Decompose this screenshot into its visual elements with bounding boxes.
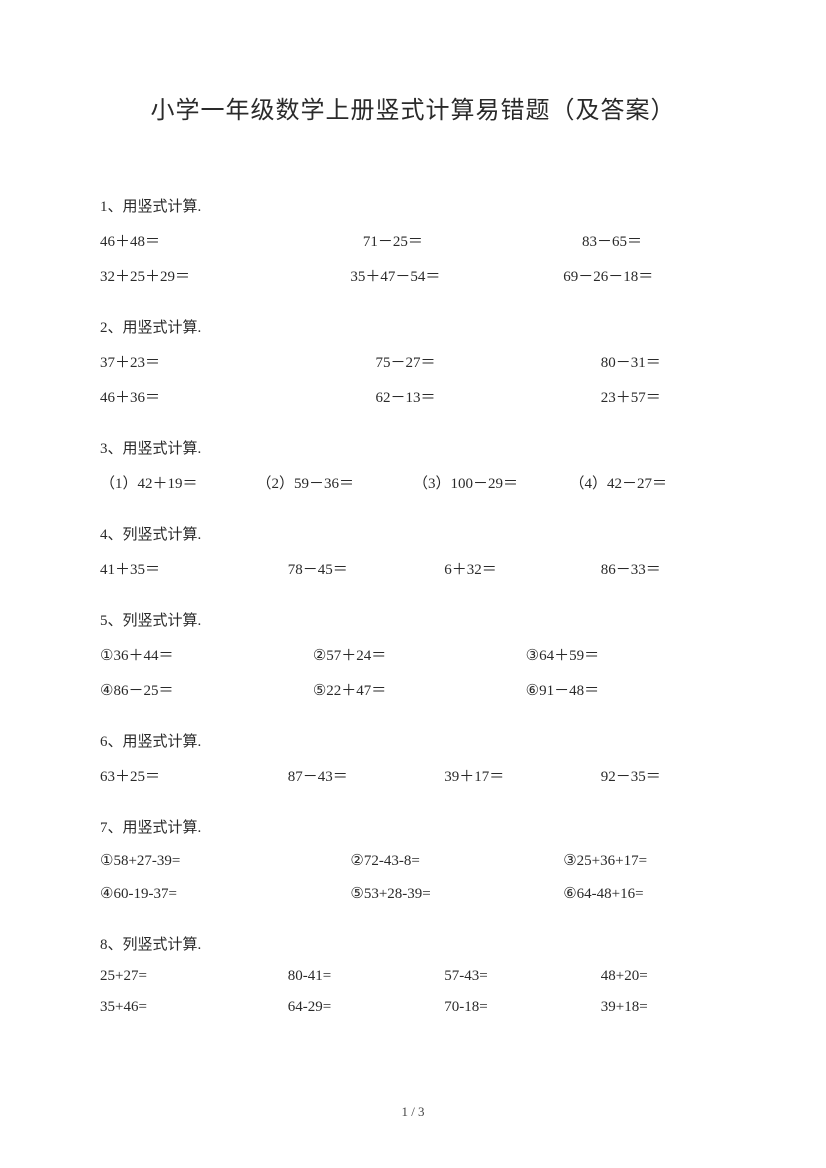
problem-cell: 39+18=: [601, 999, 726, 1016]
problem-cell: 86－33＝: [601, 558, 726, 579]
problem-cell: 78－45＝: [288, 558, 445, 579]
section: 4、列竖式计算. 41＋35＝78－45＝6＋32＝86－33＝: [100, 523, 726, 579]
problem-row: （1）42＋19＝（2）59－36＝（3）100－29＝（4）42－27＝: [100, 472, 726, 493]
problem-cell: ⑥91－48＝: [526, 679, 726, 700]
problem-row: ①58+27-39=②72-43-8=③25+36+17=: [100, 851, 726, 870]
problem-cell: 75－27＝: [375, 351, 600, 372]
page-title: 小学一年级数学上册竖式计算易错题（及答案）: [100, 90, 726, 125]
problem-cell: 25+27=: [100, 968, 288, 985]
problem-cell: 87－43＝: [288, 765, 445, 786]
problem-row: 32＋25＋29＝35＋47－54＝69－26－18＝: [100, 265, 726, 286]
problem-row: 46＋48＝71－25＝83－65＝: [100, 230, 726, 251]
problem-cell: 35+46=: [100, 999, 288, 1016]
section-heading: 3、用竖式计算.: [100, 437, 726, 458]
problem-cell: ④86－25＝: [100, 679, 313, 700]
section-heading: 5、列竖式计算.: [100, 609, 726, 630]
problem-cell: 6＋32＝: [444, 558, 601, 579]
section-heading: 8、列竖式计算.: [100, 933, 726, 954]
section: 6、用竖式计算. 63＋25＝87－43＝39＋17＝92－35＝: [100, 730, 726, 786]
problem-cell: 63＋25＝: [100, 765, 288, 786]
problem-cell: 37＋23＝: [100, 351, 375, 372]
problem-cell: 46＋48＝: [100, 230, 363, 251]
problem-row: ④60-19-37=⑤53+28-39=⑥64-48+16=: [100, 884, 726, 903]
problem-cell: 70-18=: [444, 999, 601, 1016]
problem-row: ①36＋44＝②57＋24＝③64＋59＝: [100, 644, 726, 665]
problem-cell: 64-29=: [288, 999, 445, 1016]
section-heading: 7、用竖式计算.: [100, 816, 726, 837]
problem-row: ④86－25＝⑤22＋47＝⑥91－48＝: [100, 679, 726, 700]
problem-cell: 23＋57＝: [601, 386, 726, 407]
section: 8、列竖式计算. 25+27=80-41=57-43=48+20= 35+46=64…: [100, 933, 726, 1016]
problem-cell: ③64＋59＝: [526, 644, 726, 665]
section: 7、用竖式计算. ①58+27-39=②72-43-8=③25+36+17= ④60…: [100, 816, 726, 903]
problem-cell: ①58+27-39=: [100, 851, 350, 870]
problem-cell: 69－26－18＝: [563, 265, 726, 286]
problem-cell: （4）42－27＝: [570, 472, 727, 493]
problem-row: 25+27=80-41=57-43=48+20=: [100, 968, 726, 985]
worksheet-body: 1、用竖式计算. 46＋48＝71－25＝83－65＝ 32＋25＋29＝35＋47…: [100, 195, 726, 1016]
problem-cell: ④60-19-37=: [100, 884, 350, 903]
problem-cell: 39＋17＝: [444, 765, 601, 786]
problem-cell: 71－25＝: [363, 230, 582, 251]
problem-cell: 57-43=: [444, 968, 601, 985]
section: 1、用竖式计算. 46＋48＝71－25＝83－65＝ 32＋25＋29＝35＋47…: [100, 195, 726, 286]
problem-row: 41＋35＝78－45＝6＋32＝86－33＝: [100, 558, 726, 579]
section: 3、用竖式计算. （1）42＋19＝（2）59－36＝（3）100－29＝（4）4…: [100, 437, 726, 493]
problem-cell: 46＋36＝: [100, 386, 375, 407]
section-heading: 6、用竖式计算.: [100, 730, 726, 751]
problem-cell: （2）59－36＝: [257, 472, 414, 493]
problem-cell: 35＋47－54＝: [350, 265, 563, 286]
problem-cell: ③25+36+17=: [563, 851, 726, 870]
problem-cell: （1）42＋19＝: [100, 472, 257, 493]
problem-cell: ⑥64-48+16=: [563, 884, 726, 903]
problem-cell: 83－65＝: [582, 230, 726, 251]
section: 5、列竖式计算. ①36＋44＝②57＋24＝③64＋59＝ ④86－25＝⑤22＋…: [100, 609, 726, 700]
problem-row: 35+46=64-29=70-18=39+18=: [100, 999, 726, 1016]
problem-cell: 80-41=: [288, 968, 445, 985]
problem-row: 37＋23＝75－27＝80－31＝: [100, 351, 726, 372]
problem-cell: 41＋35＝: [100, 558, 288, 579]
problem-cell: ②57＋24＝: [313, 644, 526, 665]
problem-cell: ⑤22＋47＝: [313, 679, 526, 700]
problem-cell: 92－35＝: [601, 765, 726, 786]
problem-cell: 48+20=: [601, 968, 726, 985]
problem-cell: （3）100－29＝: [413, 472, 570, 493]
section-heading: 4、列竖式计算.: [100, 523, 726, 544]
problem-cell: ①36＋44＝: [100, 644, 313, 665]
problem-row: 46＋36＝62－13＝23＋57＝: [100, 386, 726, 407]
problem-cell: 32＋25＋29＝: [100, 265, 350, 286]
section: 2、用竖式计算. 37＋23＝75－27＝80－31＝ 46＋36＝62－13＝23…: [100, 316, 726, 407]
problem-cell: 80－31＝: [601, 351, 726, 372]
problem-cell: 62－13＝: [375, 386, 600, 407]
section-heading: 1、用竖式计算.: [100, 195, 726, 216]
page-footer: 1 / 3: [0, 1104, 826, 1120]
problem-cell: ②72-43-8=: [350, 851, 563, 870]
problem-cell: ⑤53+28-39=: [350, 884, 563, 903]
section-heading: 2、用竖式计算.: [100, 316, 726, 337]
problem-row: 63＋25＝87－43＝39＋17＝92－35＝: [100, 765, 726, 786]
